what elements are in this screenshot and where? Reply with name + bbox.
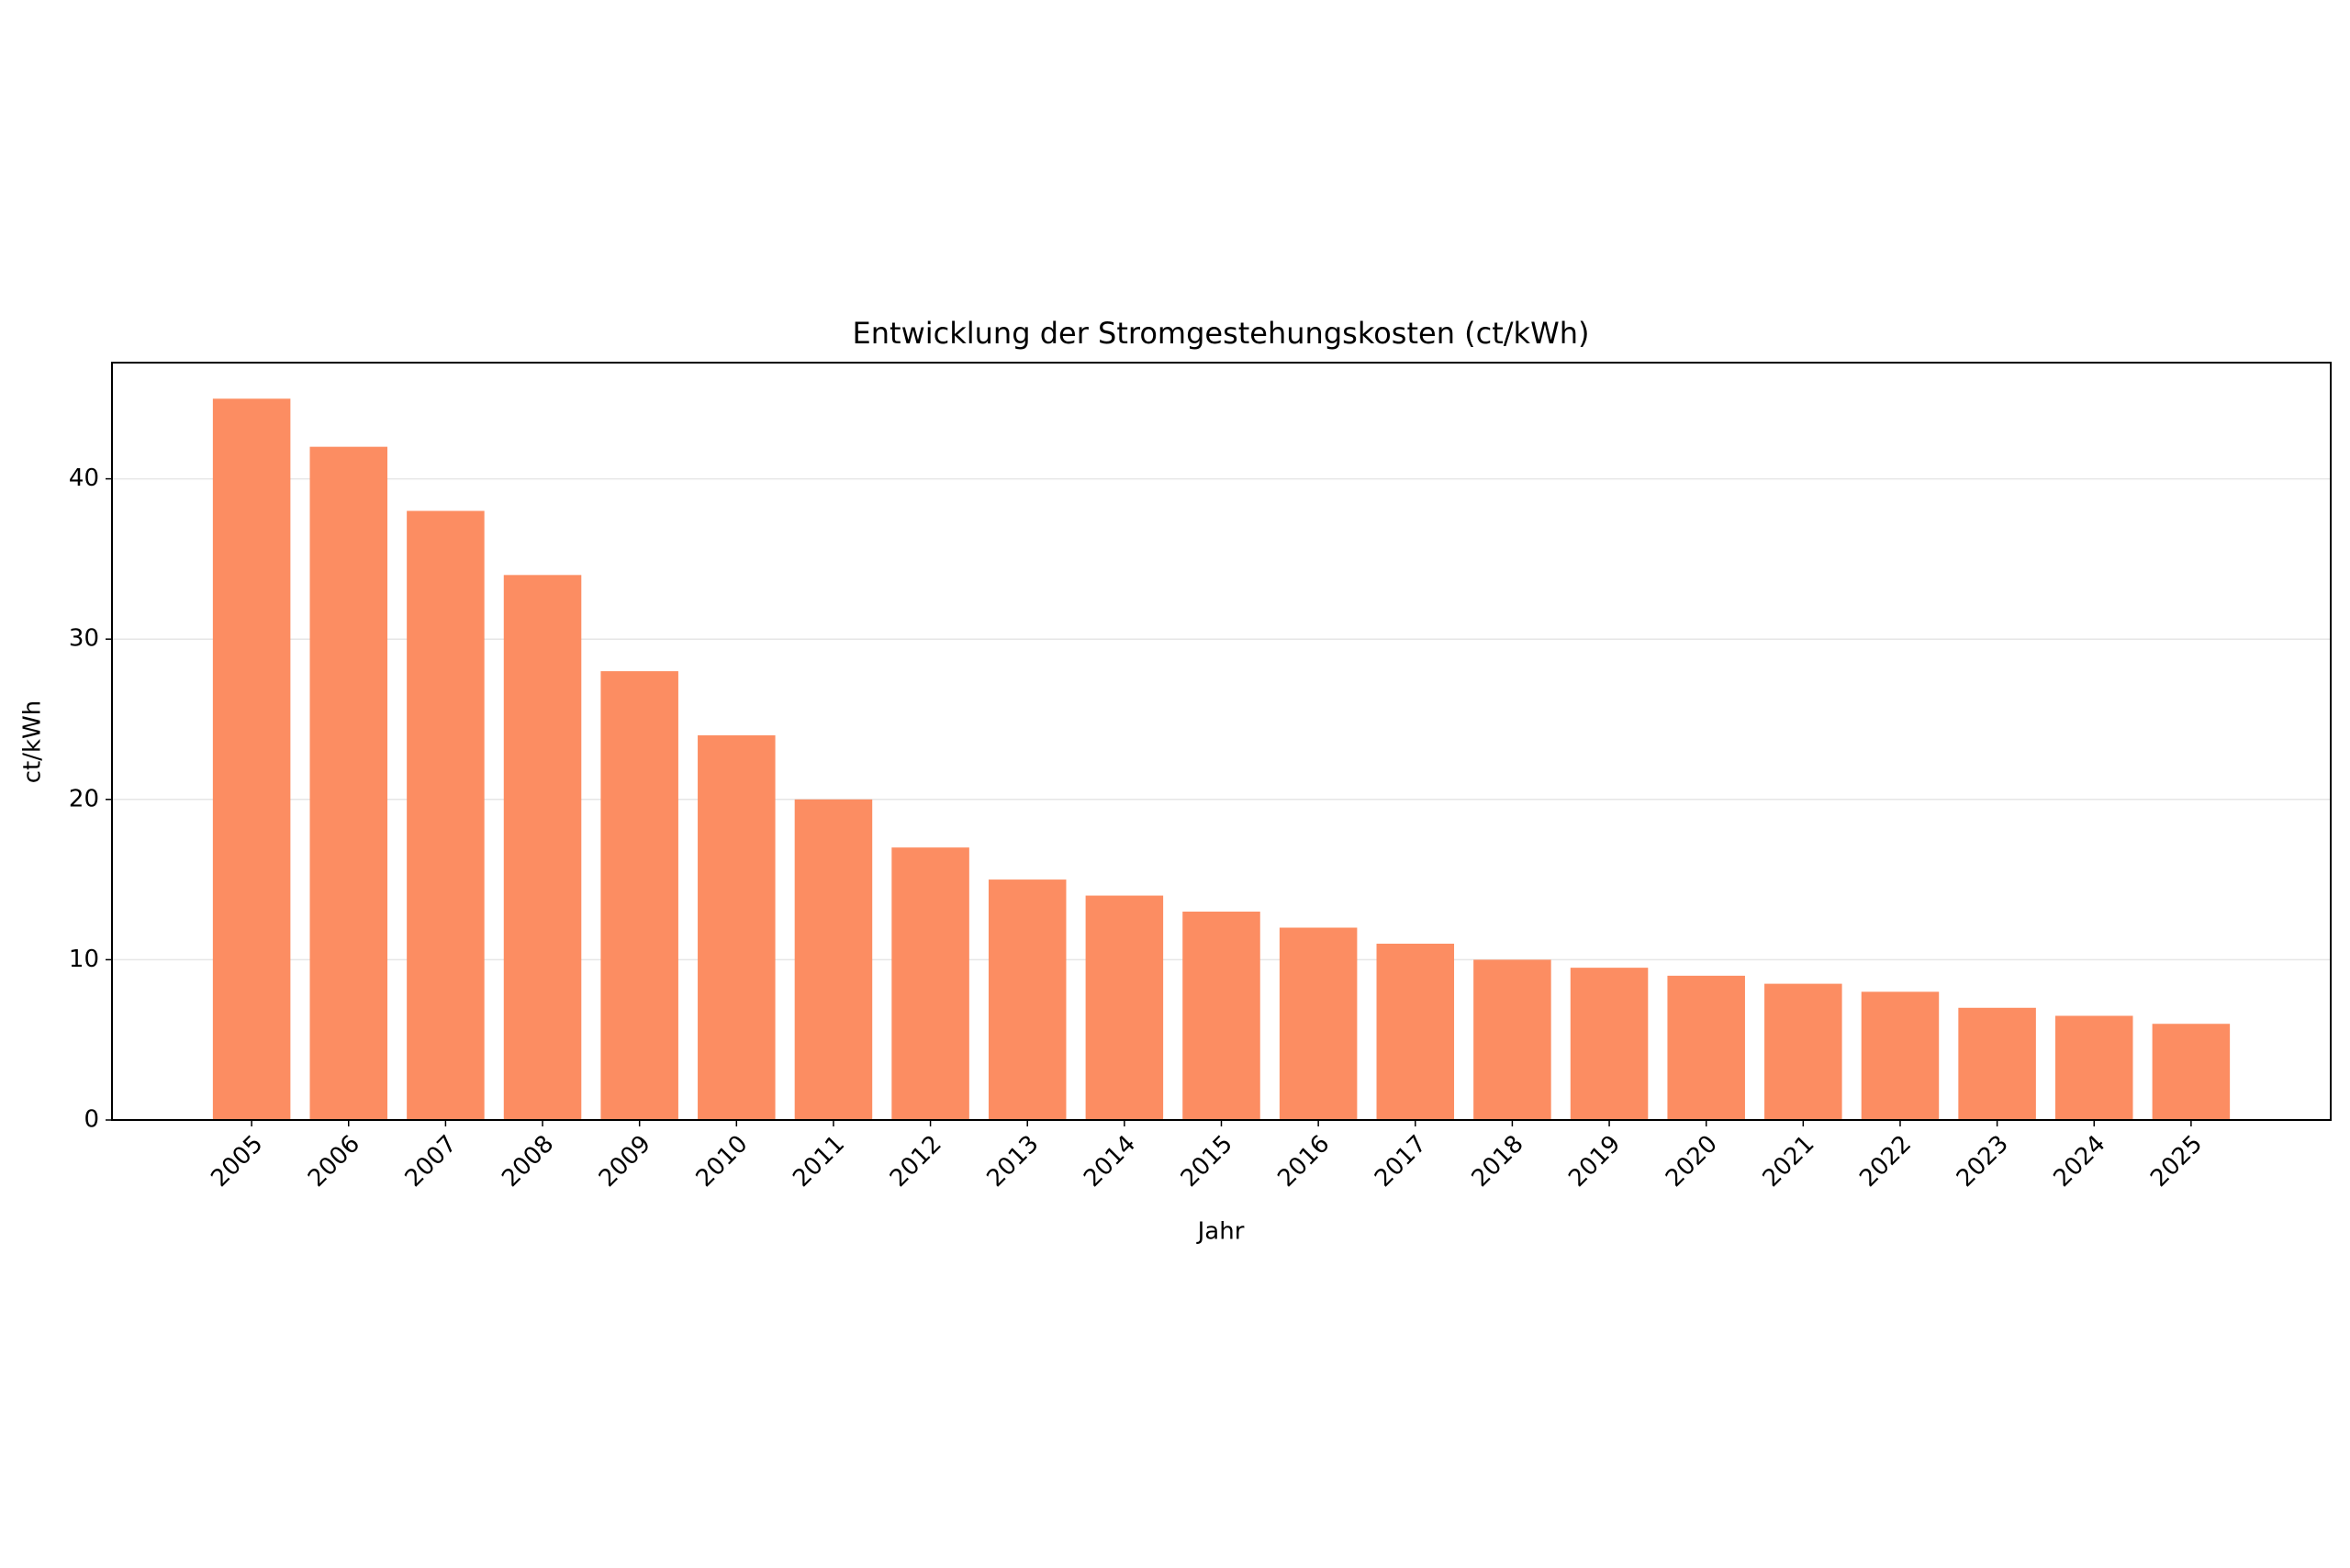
y-axis-label: ct/kWh <box>19 700 47 784</box>
y-tick-label: 40 <box>69 465 99 492</box>
x-tick-label: 2011 <box>788 1130 850 1193</box>
x-tick-label: 2021 <box>1758 1130 1820 1193</box>
plot-frame <box>111 362 2332 1121</box>
x-axis-label: Jahr <box>1196 1218 1245 1246</box>
bar <box>1279 927 1358 1120</box>
x-tick-label: 2025 <box>2145 1130 2208 1193</box>
chart-title: Entwicklung der Stromgestehungskosten (c… <box>853 316 1590 351</box>
x-tick-label: 2015 <box>1176 1130 1238 1193</box>
x-tick-label: 2016 <box>1272 1130 1335 1193</box>
bar <box>1764 983 1842 1120</box>
x-tick-label: 2006 <box>303 1130 365 1193</box>
bar <box>1182 912 1260 1120</box>
x-tick-label: 2009 <box>594 1130 656 1193</box>
bar <box>1667 975 1745 1120</box>
bar <box>600 671 678 1120</box>
x-tick-label: 2012 <box>885 1130 947 1193</box>
bar <box>1085 895 1164 1120</box>
bar <box>988 879 1067 1120</box>
x-tick-label: 2005 <box>206 1130 268 1193</box>
bar <box>212 398 291 1120</box>
x-tick-label: 2018 <box>1467 1130 1529 1193</box>
bar <box>503 575 582 1120</box>
x-tick-label: 2017 <box>1370 1130 1432 1193</box>
x-tick-label: 2007 <box>400 1130 463 1193</box>
bar <box>891 847 969 1120</box>
bar <box>698 734 776 1120</box>
bar <box>1958 1007 2036 1120</box>
y-tick-label: 20 <box>69 785 99 812</box>
bar <box>2152 1024 2231 1120</box>
y-tick-label: 10 <box>69 946 99 973</box>
x-tick-label: 2014 <box>1079 1130 1141 1193</box>
bar <box>1861 991 1940 1120</box>
x-tick-label: 2013 <box>981 1130 1044 1193</box>
bar <box>1570 968 1649 1120</box>
bar <box>1376 943 1455 1120</box>
x-tick-label: 2022 <box>1854 1130 1917 1193</box>
y-tick-label: 0 <box>84 1106 99 1134</box>
y-tick-label: 30 <box>69 625 99 653</box>
bar <box>794 799 873 1120</box>
x-tick-label: 2019 <box>1563 1130 1626 1193</box>
x-tick-label: 2020 <box>1661 1130 1723 1193</box>
bar <box>309 446 388 1121</box>
x-tick-label: 2023 <box>1952 1130 2014 1193</box>
x-tick-label: 2024 <box>2048 1130 2110 1193</box>
x-tick-label: 2010 <box>691 1130 754 1193</box>
bar <box>1473 959 1551 1120</box>
bar <box>2054 1015 2133 1120</box>
bar <box>407 510 485 1120</box>
x-tick-label: 2008 <box>497 1130 559 1193</box>
